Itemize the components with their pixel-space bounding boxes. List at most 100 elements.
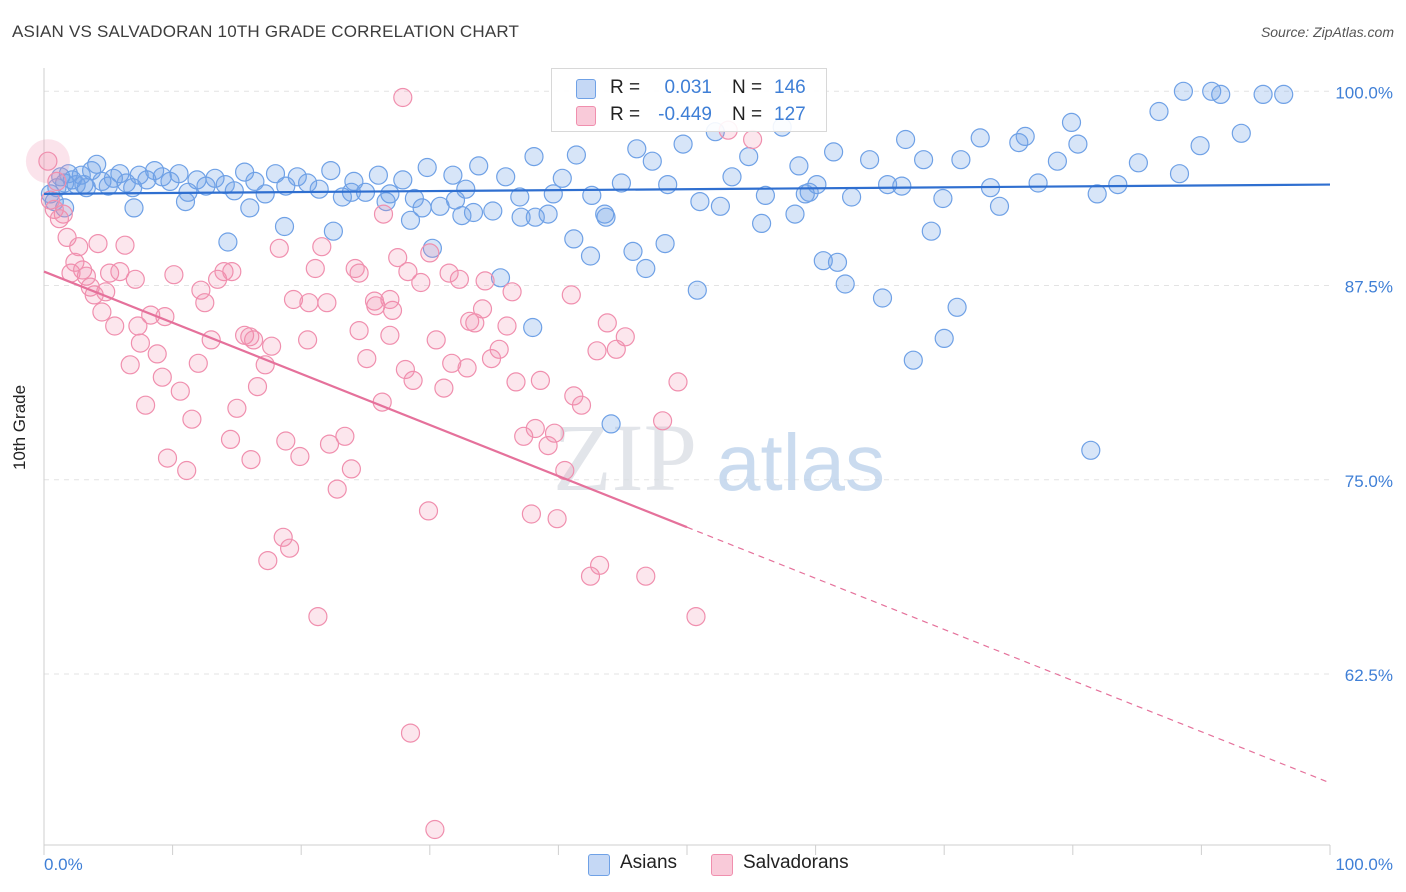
salvadoran-point xyxy=(188,353,208,373)
asian-point xyxy=(169,164,189,184)
salvadoran-point xyxy=(170,381,190,401)
salvadoran-point xyxy=(157,448,178,468)
salvadoran-point xyxy=(92,302,112,322)
salvadoran-point xyxy=(76,266,97,286)
asian-point xyxy=(913,150,934,170)
asian-point xyxy=(595,204,615,224)
asian-point xyxy=(921,221,941,241)
asian-point xyxy=(566,145,587,165)
asian-point xyxy=(124,198,144,218)
asian-point xyxy=(323,221,343,241)
salvadoran-point xyxy=(276,431,296,451)
asian-point xyxy=(469,156,489,176)
salvadoran-point xyxy=(380,325,400,345)
asian-point xyxy=(789,156,809,176)
salvadoran-point xyxy=(125,269,145,289)
salvadoran-point xyxy=(403,370,423,390)
salvadoran-point xyxy=(521,504,542,524)
salvadoran-point xyxy=(182,409,202,429)
salvadoran-point xyxy=(110,262,130,282)
salvadorans-points xyxy=(25,87,763,840)
asian-point xyxy=(309,179,329,199)
asian-point xyxy=(859,150,880,170)
asian-point xyxy=(673,134,693,154)
asian-point xyxy=(710,196,731,216)
salvadoran-point xyxy=(561,285,581,305)
y-tick-label: 62.5% xyxy=(1345,666,1393,685)
salvadorans-trend-line-extension xyxy=(686,526,1331,784)
salvadoran-point xyxy=(460,311,480,331)
bottom-legend-swatch-asians xyxy=(588,854,610,876)
salvadoran-point xyxy=(497,316,517,336)
salvadoran-point xyxy=(115,235,135,255)
salvadoran-point xyxy=(147,344,167,364)
asian-point xyxy=(872,288,893,308)
asian-point xyxy=(658,175,678,195)
salvadoran-point xyxy=(380,289,400,310)
salvadoran-point xyxy=(388,248,408,268)
salvadoran-point xyxy=(299,293,319,313)
salvadoran-point xyxy=(442,353,462,373)
y-tick-label: 87.5% xyxy=(1345,278,1393,297)
salvadoran-point xyxy=(393,87,413,108)
salvadoran-point xyxy=(475,271,495,291)
asian-point xyxy=(601,414,621,434)
asian-point xyxy=(799,182,819,202)
salvadoran-point xyxy=(652,411,673,431)
salvadoran-point xyxy=(597,313,617,333)
asian-point xyxy=(1108,175,1128,195)
legend-n-value: 127 xyxy=(774,104,806,125)
salvadoran-point xyxy=(395,359,415,380)
salvadoran-point xyxy=(105,316,125,336)
salvadoran-point xyxy=(439,263,459,283)
y-tick-label: 75.0% xyxy=(1345,472,1393,491)
asian-point xyxy=(1061,112,1082,133)
legend-r-label: R = xyxy=(610,77,641,98)
asian-point xyxy=(785,204,805,224)
salvadoran-point xyxy=(177,460,197,481)
salvadoran-point xyxy=(335,426,355,446)
salvadoran-point xyxy=(538,436,558,456)
salvadoran-point xyxy=(472,299,493,319)
salvadoran-point xyxy=(273,527,293,547)
legend-r-value: -0.449 xyxy=(658,104,712,125)
asian-point xyxy=(947,297,967,317)
asian-point xyxy=(510,187,530,207)
salvadoran-point xyxy=(349,263,369,283)
salvadoran-point xyxy=(615,327,635,347)
salvadoran-point xyxy=(220,429,241,449)
asian-point xyxy=(722,167,742,187)
salvadoran-point xyxy=(312,237,332,257)
legend-n-label: N = xyxy=(732,104,763,125)
asian-point xyxy=(655,234,675,254)
asian-point xyxy=(687,280,707,300)
salvadoran-point xyxy=(130,333,150,353)
asian-point xyxy=(623,241,643,261)
asian-point xyxy=(1081,440,1101,460)
salvadoran-point xyxy=(341,459,361,479)
asian-point xyxy=(218,232,238,252)
asian-point xyxy=(417,157,437,178)
salvadoran-point xyxy=(587,341,607,361)
asian-point xyxy=(523,317,543,338)
asian-point xyxy=(1253,84,1273,105)
asian-point xyxy=(463,202,484,223)
asian-point xyxy=(580,246,601,266)
asian-point xyxy=(368,165,388,185)
legend-n-label: N = xyxy=(732,77,763,98)
asian-point xyxy=(841,187,862,207)
asian-point xyxy=(823,142,844,162)
correlation-legend: R = 0.031 N = 146 R = -0.449 N = 127 xyxy=(551,68,827,132)
salvadoran-point xyxy=(88,234,108,254)
salvadoran-point xyxy=(502,282,522,302)
asian-point xyxy=(739,147,759,167)
asian-point xyxy=(393,170,413,190)
salvadoran-point xyxy=(258,550,278,571)
salvadoran-point xyxy=(290,446,310,467)
asian-point xyxy=(989,196,1010,216)
salvadoran-point xyxy=(240,327,260,347)
salvadoran-point xyxy=(280,538,300,558)
salvadoran-point xyxy=(120,355,140,375)
asian-point xyxy=(895,129,916,150)
